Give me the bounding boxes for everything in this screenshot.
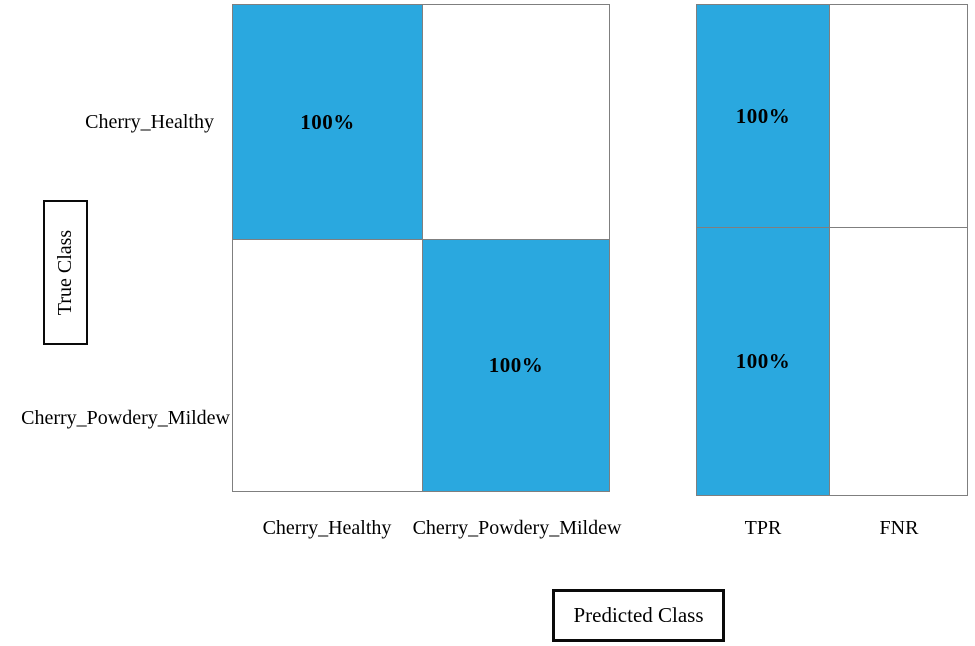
cell-value: 100%	[300, 109, 355, 134]
summary-cell-fnr-row1	[830, 5, 967, 228]
x-tick-cherry-healthy: Cherry_Healthy	[262, 517, 392, 539]
x-tick-tpr: TPR	[744, 517, 782, 539]
summary-cell-fnr-row2	[830, 228, 967, 495]
cell-value: 100%	[488, 353, 544, 377]
row-summary-panel: 100% 100%	[696, 4, 968, 496]
summary-cell-tpr-row2: 100%	[697, 228, 830, 495]
matrix-cell-healthy-healthy: 100%	[233, 5, 423, 240]
matrix-cell-mildew-mildew: 100%	[423, 240, 609, 491]
y-axis-label-box: True Class	[43, 200, 88, 345]
row-label-cherry-powdery-mildew: Cherry_Powdery_Mildew	[21, 407, 230, 429]
summary-cell-tpr-row1: 100%	[697, 5, 830, 228]
x-tick-fnr: FNR	[879, 517, 919, 539]
x-axis-label: Predicted Class	[573, 603, 704, 627]
x-axis-label-box: Predicted Class	[552, 589, 725, 642]
cell-value: 100%	[735, 103, 791, 128]
matrix-cell-healthy-mildew	[423, 5, 609, 240]
matrix-cell-mildew-healthy	[233, 240, 423, 491]
x-tick-cherry-powdery-mildew: Cherry_Powdery_Mildew	[412, 517, 622, 539]
y-axis-label: True Class	[54, 229, 77, 316]
confusion-matrix-panel: 100% 100%	[232, 4, 610, 492]
cell-value: 100%	[735, 349, 791, 373]
row-label-cherry-healthy: Cherry_Healthy	[85, 111, 214, 133]
